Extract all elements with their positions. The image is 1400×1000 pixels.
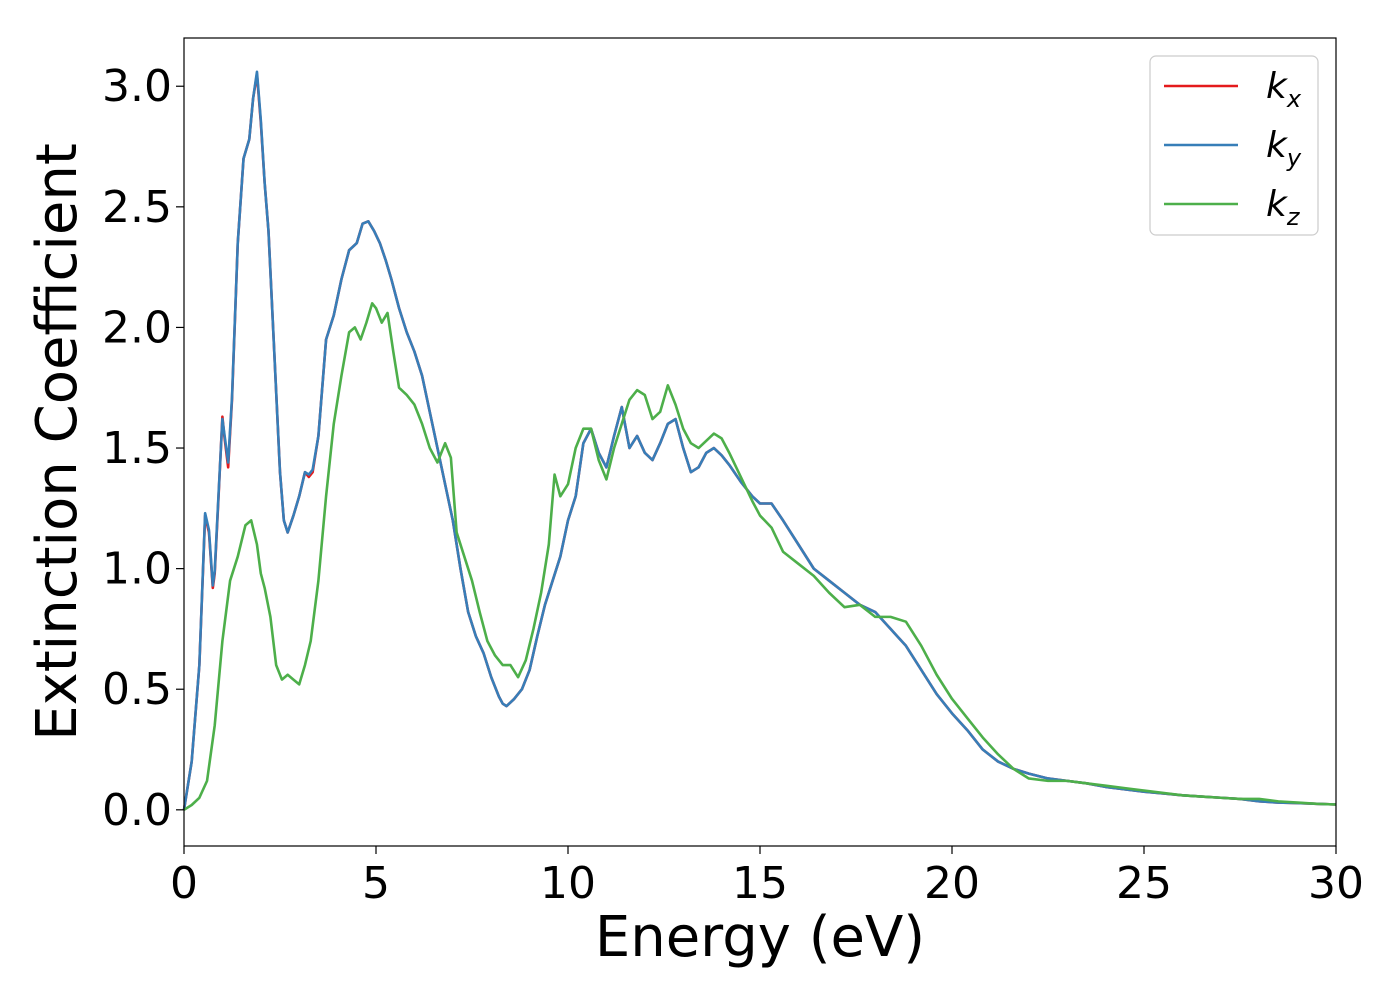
x-tick-label: 15: [732, 858, 788, 909]
x-axis-label: Energy (eV): [595, 905, 925, 970]
y-axis: 0.0 0.5 1.0 1.5 2.0 2.5 3.0: [102, 61, 184, 836]
y-tick-label: 2.5: [102, 182, 172, 233]
x-tick-label: 10: [540, 858, 596, 909]
y-tick-label: 0.5: [102, 664, 172, 715]
y-tick-label: 1.5: [102, 423, 172, 474]
y-tick-label: 0.0: [102, 785, 172, 836]
y-tick-label: 2.0: [102, 302, 172, 353]
series-layer: [182, 70, 1337, 811]
x-tick-label: 5: [362, 858, 390, 909]
x-tick-label: 0: [170, 858, 198, 909]
x-tick-label: 30: [1308, 858, 1364, 909]
series-line-ky: [182, 70, 1337, 811]
series-line-kz: [183, 302, 1337, 811]
y-tick-label: 1.0: [102, 544, 172, 595]
y-tick-label: 3.0: [102, 61, 172, 112]
x-axis: 0 5 10 15 20 25 30: [170, 846, 1364, 909]
x-tick-label: 20: [924, 858, 980, 909]
y-axis-label: Extinction Coefficient: [25, 143, 90, 741]
x-tick-label: 25: [1116, 858, 1172, 909]
plot-background: [184, 38, 1336, 846]
